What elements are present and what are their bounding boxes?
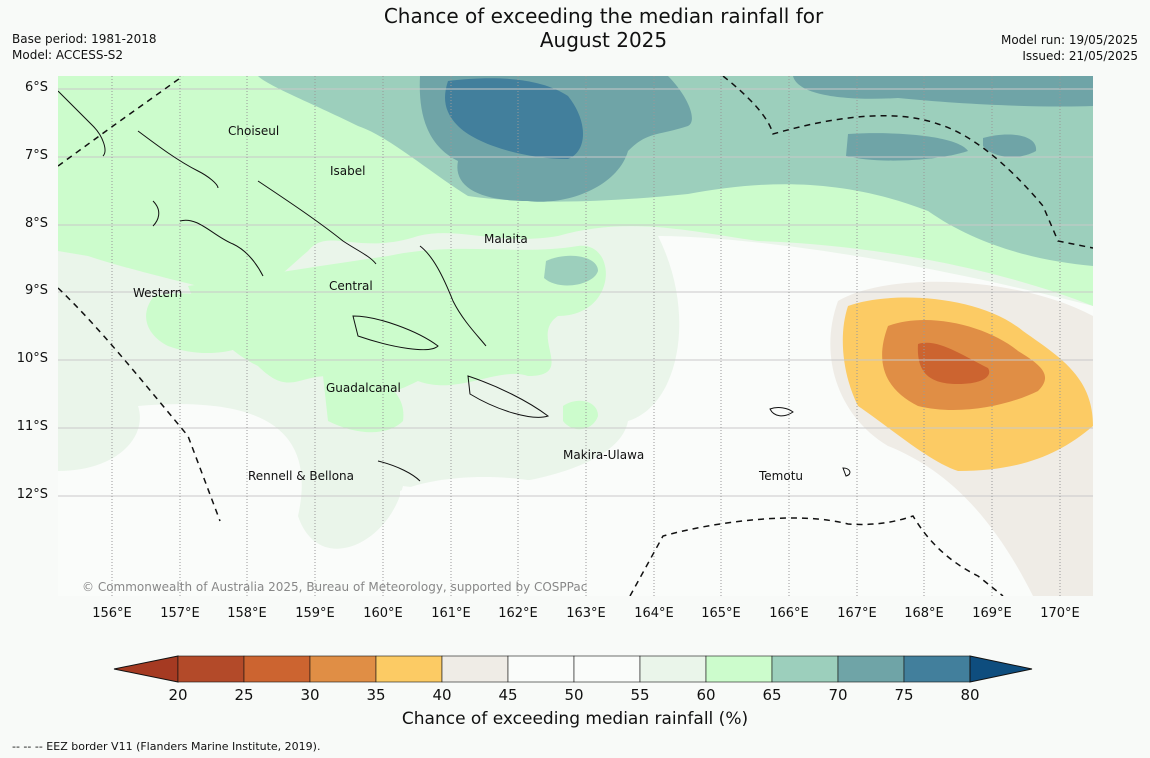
place-label: Malaita (484, 232, 528, 246)
base-period: Base period: 1981-2018 (12, 32, 157, 46)
colorbar-swatch (573, 655, 641, 683)
map-title: Chance of exceeding the median rainfall … (0, 4, 1150, 52)
place-label: Central (329, 279, 373, 293)
island-isabel (257, 180, 377, 265)
colorbar-tick: 50 (564, 686, 584, 704)
eez-footnote: -- -- -- EEZ border V11 (Flanders Marine… (12, 740, 321, 753)
lat-label: 9°S (24, 283, 48, 298)
colorbar (113, 655, 1033, 683)
lon-label: 158°E (227, 606, 267, 621)
zone-70-75-far-east (983, 134, 1037, 158)
lon-label: 165°E (701, 606, 741, 621)
colorbar-tick: 30 (300, 686, 320, 704)
island-makira (467, 375, 550, 418)
island-guadalcanal (352, 315, 439, 351)
zone-70-75-east (846, 133, 968, 161)
colorbar-tick: 20 (168, 686, 188, 704)
eez-border (58, 76, 1093, 596)
colorbar-swatch (177, 655, 245, 683)
zone-75-80 (445, 78, 583, 159)
colorbar-label: Chance of exceeding median rainfall (%) (401, 709, 749, 729)
zone-25-30 (917, 342, 990, 384)
colorbar-swatch (903, 655, 971, 683)
zone-65-70-malaita (544, 255, 598, 286)
model-name: Model: ACCESS-S2 (12, 48, 124, 62)
title-line-2: August 2025 (539, 28, 668, 52)
zone-60-65-west (146, 293, 263, 354)
colorbar-swatch (243, 655, 311, 683)
colorbar-swatch (309, 655, 377, 683)
place-label: Makira-Ulawa (563, 448, 645, 462)
lon-label: 166°E (769, 606, 809, 621)
colorbar-swatch (441, 655, 509, 683)
latitude-gridlines (58, 88, 1093, 497)
zone-50-55-south (400, 477, 638, 583)
colorbar-arrow-low (113, 655, 179, 683)
place-label: Rennell & Bellona (248, 469, 355, 483)
lon-label: 161°E (431, 606, 471, 621)
zone-60-65-central (188, 245, 606, 396)
zone-60-65-choiseul (150, 128, 194, 168)
lat-label: 12°S (16, 487, 48, 502)
issued-date: Issued: 21/05/2025 (1022, 49, 1138, 63)
lon-label: 156°E (92, 606, 132, 621)
zone-60-65-makira (563, 400, 598, 430)
lon-label: 162°E (498, 606, 538, 621)
colorbar-arrow-high (969, 655, 1033, 683)
lon-label: 157°E (160, 606, 200, 621)
zone-65-70-east (963, 214, 1043, 238)
coastlines (58, 90, 851, 482)
lon-label: 168°E (904, 606, 944, 621)
rainfall-map (58, 76, 1093, 596)
lon-label: 170°E (1040, 606, 1080, 621)
lon-label: 163°E (566, 606, 606, 621)
colorbar-tick: 25 (234, 686, 254, 704)
colorbar-tick: 35 (366, 686, 386, 704)
lat-label: 7°S (24, 148, 48, 163)
island-rennell (377, 460, 421, 482)
lon-label: 169°E (972, 606, 1012, 621)
colorbar-tick: 70 (828, 686, 848, 704)
colorbar-tick: 65 (762, 686, 782, 704)
place-label: Isabel (330, 164, 366, 178)
place-label: Western (133, 286, 183, 300)
lat-label: 8°S (24, 216, 48, 231)
island-malaita (419, 245, 487, 347)
title-line-1: Chance of exceeding the median rainfall … (383, 4, 824, 28)
place-label: Temotu (759, 469, 804, 483)
lat-label: 6°S (24, 80, 48, 95)
lat-label: 10°S (16, 351, 48, 366)
lon-label: 167°E (837, 606, 877, 621)
lon-label: 159°E (295, 606, 335, 621)
colorbar-swatches (113, 655, 1033, 683)
meta-right: Model run: 19/05/2025 Issued: 21/05/2025 (1001, 32, 1138, 64)
colorbar-tick: 60 (696, 686, 716, 704)
copyright-notice: © Commonwealth of Australia 2025, Bureau… (82, 580, 588, 594)
zone-70-75-northeast (793, 76, 1093, 107)
island-santa-cruz (769, 407, 794, 417)
place-label: Guadalcanal (326, 381, 401, 395)
place-label: Choiseul (228, 124, 280, 138)
colorbar-swatch (375, 655, 443, 683)
colorbar-tick: 40 (432, 686, 452, 704)
island-new-georgia (179, 219, 264, 277)
colorbar-tick: 45 (498, 686, 518, 704)
model-run: Model run: 19/05/2025 (1000, 33, 1138, 47)
colorbar-tick: 80 (960, 686, 980, 704)
island-small (842, 467, 851, 477)
meta-left: Base period: 1981-2018 Model: ACCESS-S2 (12, 31, 157, 63)
lat-label: 11°S (16, 419, 48, 434)
colorbar-swatch (837, 655, 905, 683)
lon-label: 164°E (634, 606, 674, 621)
lon-label: 160°E (363, 606, 403, 621)
colorbar-swatch (507, 655, 575, 683)
island-choiseul (137, 130, 219, 189)
colorbar-tick: 75 (894, 686, 914, 704)
colorbar-swatch (771, 655, 839, 683)
island-vella-lavella (152, 200, 160, 227)
colorbar-swatch (639, 655, 707, 683)
colorbar-tick: 55 (630, 686, 650, 704)
island-bougainville (58, 90, 106, 157)
colorbar-swatch (705, 655, 773, 683)
